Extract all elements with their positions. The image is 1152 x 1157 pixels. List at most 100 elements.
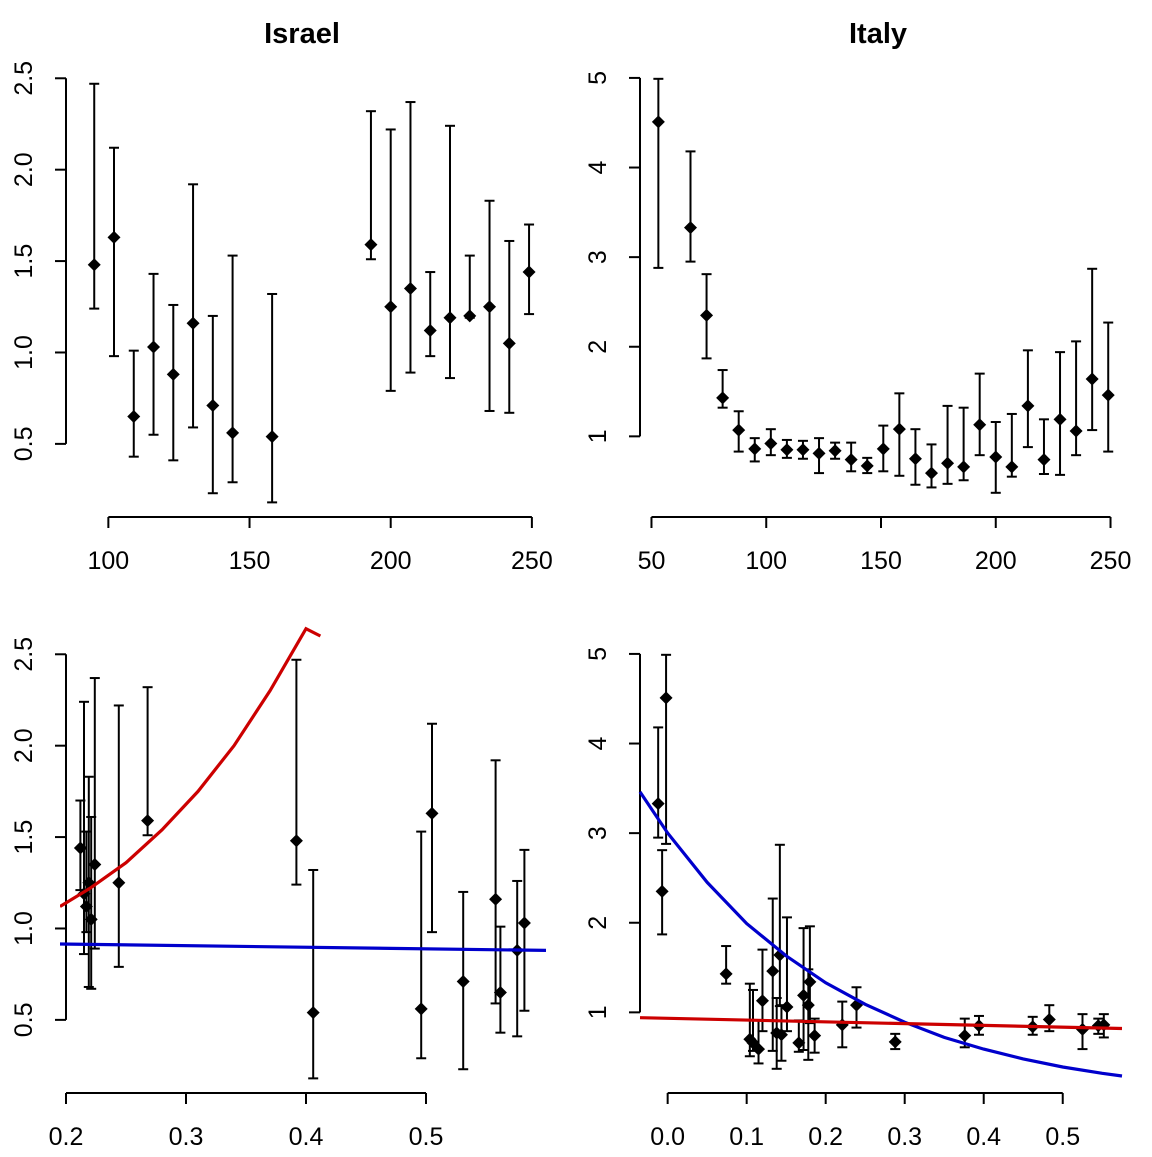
data-point: [306, 1006, 320, 1020]
x-tick-label: 0.4: [966, 1123, 1001, 1151]
data-point: [812, 446, 826, 460]
data-point: [1005, 460, 1019, 474]
data-point: [651, 797, 665, 811]
x-tick-label: 50: [638, 547, 666, 575]
data-point: [403, 282, 417, 295]
data-point: [892, 422, 906, 436]
data-point: [1053, 412, 1067, 426]
y-tick-label: 1.5: [10, 820, 38, 855]
y-tick-label: 4: [584, 736, 612, 750]
data-point: [186, 316, 200, 330]
x-tick-label: 0.4: [289, 1123, 324, 1151]
x-tick-label: 0.2: [808, 1123, 843, 1151]
y-tick-label: 1: [584, 1005, 612, 1019]
y-tick-label: 4: [584, 160, 612, 174]
data-point: [414, 1002, 428, 1016]
data-point: [1075, 1022, 1089, 1036]
y-tick-label: 2.0: [10, 728, 38, 763]
y-tick-label: 5: [584, 71, 612, 85]
data-point: [683, 221, 697, 235]
y-tick-label: 0.5: [10, 1002, 38, 1037]
data-point: [792, 1036, 806, 1050]
data-point: [289, 834, 303, 848]
panel-italy-fit: 0.0 0.1 0.2 0.3 0.4 0.5 1 2 3 4 5: [584, 647, 1123, 1151]
data-point: [957, 460, 971, 474]
data-point: [147, 340, 161, 354]
y-tick-label: 3: [584, 826, 612, 840]
data-point: [828, 444, 842, 458]
data-point: [463, 309, 477, 323]
data-point: [989, 450, 1003, 464]
x-tick-label: 0.5: [1045, 1123, 1080, 1151]
panel-israel-time: Israel 100 150 200 250 0.5 1.0 1.5 2.0 2.5: [10, 18, 553, 575]
x-tick-label: 100: [745, 547, 787, 575]
y-tick-label: 1.5: [10, 244, 38, 279]
y-tick-label: 0.5: [10, 426, 38, 461]
y-tick-label: 5: [584, 647, 612, 661]
data-point: [752, 1042, 766, 1056]
axes: 0.2 0.3 0.4 0.5 0.5 1.0 1.5 2.0 2.5: [10, 637, 443, 1151]
data-point: [226, 426, 240, 440]
data-point: [700, 308, 714, 322]
data-point: [443, 311, 457, 325]
y-tick-label: 2.5: [10, 61, 38, 96]
data-point: [265, 430, 279, 444]
x-tick-label: 0.3: [169, 1123, 204, 1151]
data-point: [1101, 388, 1115, 402]
data-point: [876, 442, 890, 456]
data-point: [166, 367, 180, 381]
fit-line-red: [639, 1016, 1123, 1031]
data-point: [803, 975, 817, 989]
x-tick-label: 0.5: [409, 1123, 444, 1151]
data-point: [844, 453, 858, 467]
data-point: [801, 998, 815, 1012]
data-point: [924, 466, 938, 480]
data-point: [797, 988, 811, 1002]
data-point: [1069, 424, 1083, 438]
data-point: [456, 974, 470, 988]
data-point: [107, 230, 121, 244]
y-tick-label: 2: [584, 916, 612, 930]
data-point: [808, 1029, 822, 1043]
data-point: [502, 336, 516, 350]
y-tick-label: 2.0: [10, 152, 38, 187]
panel-israel-fit: 0.2 0.3 0.4 0.5 0.5 1.0 1.5 2.0 2.5: [10, 626, 547, 1151]
data-point: [888, 1035, 902, 1049]
data-point: [973, 418, 987, 432]
x-tick-label: 150: [860, 547, 902, 575]
data-point: [766, 964, 780, 978]
y-tick-label: 2: [584, 340, 612, 354]
panel-title: Italy: [849, 18, 907, 50]
data-point: [659, 691, 673, 705]
data-point: [87, 258, 101, 272]
data-point: [958, 1029, 972, 1043]
data-point: [719, 967, 733, 981]
data-point: [780, 1000, 794, 1014]
y-tick-label: 3: [584, 250, 612, 264]
x-tick-label: 150: [229, 547, 271, 575]
x-tick-label: 100: [87, 547, 129, 575]
data-point: [755, 994, 769, 1008]
axes: 0.0 0.1 0.2 0.3 0.4 0.5 1 2 3 4 5: [584, 647, 1080, 1151]
axes: 100 150 200 250 0.5 1.0 1.5 2.0 2.5: [10, 61, 553, 575]
data-point: [489, 892, 503, 906]
fit-line-blue: [60, 942, 547, 952]
data-point: [493, 985, 507, 999]
x-tick-label: 250: [511, 547, 553, 575]
data-point: [112, 876, 126, 890]
data-point: [655, 884, 669, 898]
data-point: [796, 443, 810, 457]
y-tick-label: 2.5: [10, 637, 38, 672]
data-point: [835, 1018, 849, 1032]
data-point: [425, 806, 439, 820]
x-tick-label: 0.1: [729, 1123, 764, 1151]
data-point: [780, 443, 794, 457]
data-point: [517, 916, 531, 930]
data-point: [1037, 453, 1051, 467]
data-point: [651, 115, 665, 129]
data-point: [1085, 372, 1099, 386]
data-point: [941, 456, 955, 470]
data-point: [206, 398, 220, 412]
